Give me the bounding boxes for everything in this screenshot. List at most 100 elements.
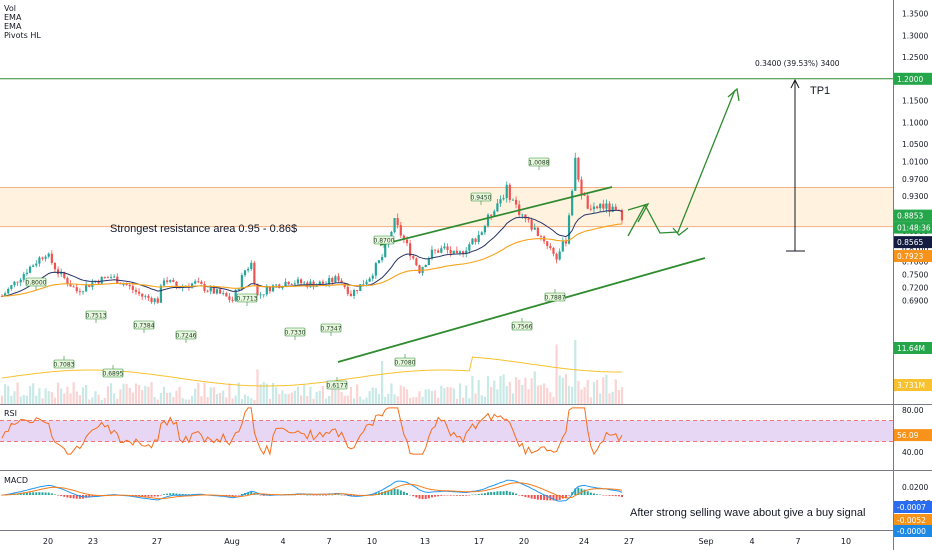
candle-body [72, 286, 75, 288]
macd-hist-bar [437, 495, 440, 497]
candle-body [340, 280, 343, 284]
candle-body [533, 227, 536, 230]
indicator-ema2-label[interactable]: EMA [4, 22, 22, 31]
volume-bar [574, 339, 577, 404]
volume-bar [175, 390, 178, 404]
candle-body [521, 214, 524, 216]
candle-body [374, 263, 377, 276]
candle-body [580, 179, 583, 196]
macd-hist-bar [47, 492, 50, 495]
macd-hist-bar [159, 495, 162, 496]
macd-hist-bar [521, 495, 524, 497]
candle-body [78, 291, 81, 293]
candle-body [247, 268, 250, 271]
volume-bar [539, 385, 543, 404]
candle-body [524, 214, 527, 219]
candle-body [0, 296, 4, 297]
volume-bar [271, 382, 275, 404]
price-axis-tick: 0.7500 [902, 270, 928, 279]
candle-body [480, 232, 483, 235]
pivot-label-text: 1.0088 [529, 159, 550, 166]
macd-hist-bar [44, 492, 47, 495]
volume-bar [299, 395, 303, 404]
volume-bar [377, 394, 381, 404]
macd-hist-bar [166, 493, 169, 495]
macd-hist-bar [75, 495, 78, 499]
volume-bar [315, 391, 318, 404]
candle-body [449, 249, 452, 254]
volume-bar [561, 377, 564, 404]
macd-hist-bar [374, 493, 377, 495]
macd-pane-label[interactable]: MACD [4, 476, 28, 485]
price-axis-badge [894, 236, 932, 249]
rsi-pane-label[interactable]: RSI [4, 409, 17, 418]
macd-hist-bar [574, 488, 577, 495]
indicator-pivots-label[interactable]: Pivots HL [4, 31, 41, 40]
volume-bar [399, 385, 402, 404]
macd-hist-bar [586, 491, 589, 495]
projection-path [627, 89, 736, 237]
candle-body [574, 157, 577, 191]
macd-hist-bar [35, 492, 38, 495]
candle-body [122, 284, 125, 285]
candle-body [299, 279, 303, 284]
volume-bar [471, 375, 474, 404]
candle-body [496, 203, 499, 212]
volume-bar [69, 393, 72, 404]
pivot-label-text: 0.7887 [545, 294, 566, 301]
macd-hist-bar [256, 494, 259, 495]
candle-body [437, 250, 440, 253]
x-axis-label: 27 [624, 537, 634, 546]
volume-bar [384, 396, 387, 404]
volume-bar [496, 389, 499, 404]
macd-hist-bar [602, 495, 605, 496]
x-axis-label: 20 [519, 537, 529, 546]
volume-bar [592, 382, 596, 404]
volume-bar [583, 387, 586, 404]
volume-bar [109, 383, 113, 404]
macd-hist-bar [543, 495, 546, 501]
volume-bar [85, 385, 88, 404]
macd-hist-bar [458, 495, 461, 496]
macd-hist-bar [406, 493, 409, 495]
candle-body [365, 281, 368, 285]
rsi-badge [894, 429, 932, 442]
macd-hist-bar [617, 495, 620, 497]
volume-bar [116, 398, 119, 404]
indicator-vol-label[interactable]: Vol [4, 4, 16, 13]
candle-body [508, 184, 511, 200]
price-axis-badge [894, 250, 932, 263]
indicator-ema-label[interactable]: EMA [4, 13, 22, 22]
volume-bar [393, 394, 396, 404]
volume-bar [321, 385, 325, 404]
volume-bar [427, 389, 430, 404]
candle-body [215, 289, 219, 294]
price-axis-tick: 1.0100 [902, 157, 928, 166]
macd-hist-bar [22, 492, 25, 495]
volume-bar [231, 398, 234, 404]
candle-body [156, 298, 159, 303]
price-axis-badge [894, 221, 932, 234]
resistance-zone [0, 187, 893, 227]
volume-bar [396, 396, 399, 404]
volume-bar [605, 374, 608, 404]
candle-body [113, 276, 116, 278]
candle-body [287, 281, 290, 285]
volume-bar [240, 399, 243, 404]
volume-bar [346, 395, 349, 404]
macd-hist-bar [608, 495, 611, 496]
candle-body [552, 247, 555, 254]
pivot-label-text: 0.8000 [26, 279, 47, 286]
volume-bar [172, 397, 175, 404]
volume-bar [390, 383, 393, 404]
macd-hist-bar [19, 493, 22, 495]
pivot-label-text: 0.7347 [321, 325, 342, 332]
candle-body [462, 251, 465, 255]
volume-bar [595, 380, 599, 404]
macd-hist-bar [440, 495, 443, 496]
macd-hist-bar [331, 494, 334, 496]
candle-body [237, 288, 240, 290]
volume-bar [10, 395, 13, 404]
volume-bar [580, 389, 583, 404]
